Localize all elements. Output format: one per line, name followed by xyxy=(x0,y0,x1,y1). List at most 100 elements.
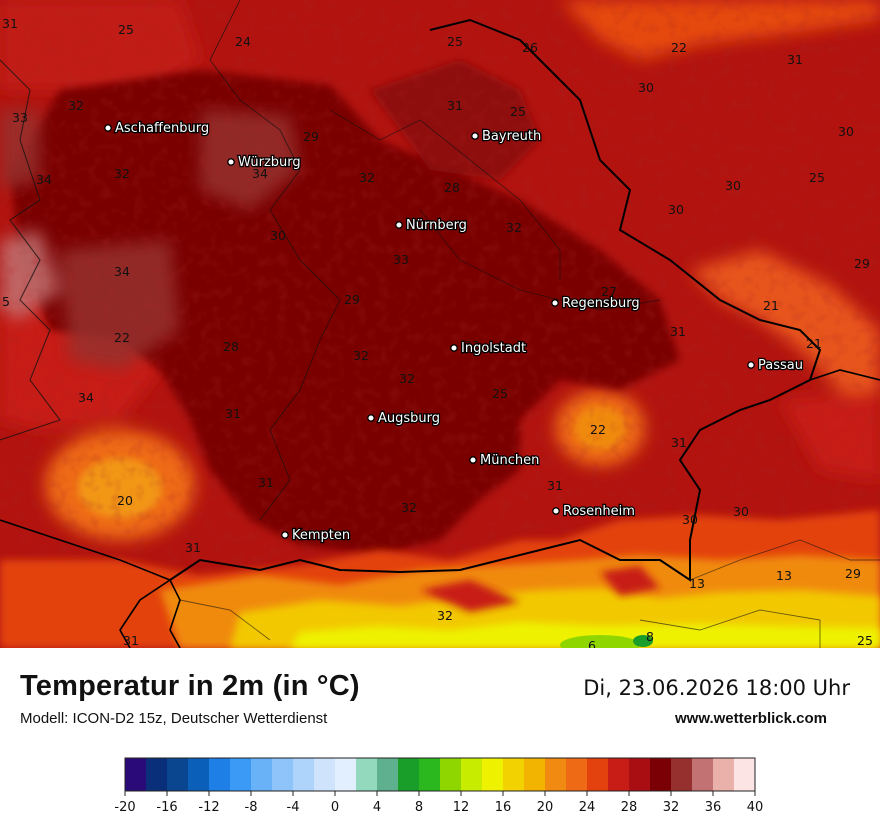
legend-color-cell xyxy=(398,758,420,791)
legend-tick-label: -12 xyxy=(198,800,219,815)
legend-tick-label: 16 xyxy=(495,800,512,815)
isoline-label: 13 xyxy=(776,568,792,583)
isoline-label: 25 xyxy=(118,22,134,37)
isoline-label: 31 xyxy=(225,406,241,421)
city-label: Augsburg xyxy=(378,411,440,426)
isoline-label: 32 xyxy=(437,608,453,623)
legend-color-cell xyxy=(209,758,231,791)
isoline-label: 32 xyxy=(114,166,130,181)
isoline-label: 33 xyxy=(12,110,28,125)
city-label: München xyxy=(480,453,539,468)
isoline-label: 32 xyxy=(353,348,369,363)
city-dot xyxy=(552,507,560,515)
legend-color-cell xyxy=(272,758,294,791)
legend-color-cell xyxy=(587,758,609,791)
legend-color-cell xyxy=(566,758,588,791)
city-label: Kempten xyxy=(292,528,350,543)
isoline-label: 28 xyxy=(223,339,239,354)
alpine-region xyxy=(0,510,880,648)
city-label: Passau xyxy=(758,358,803,373)
city-dot xyxy=(227,158,235,166)
isoline-label: 22 xyxy=(114,330,130,345)
isoline-label: 32 xyxy=(506,220,522,235)
isoline-label: 13 xyxy=(689,576,705,591)
legend-color-cell xyxy=(440,758,462,791)
legend-color-cell xyxy=(335,758,357,791)
legend-tick-label: -4 xyxy=(287,800,300,815)
city-dot xyxy=(450,344,458,352)
isoline-label: 27 xyxy=(601,284,617,299)
city-markers: Aschaffenburg Würzburg Bayreuth Nürnberg Reg… xyxy=(104,120,804,544)
legend-color-cell xyxy=(545,758,567,791)
legend-color-cell xyxy=(356,758,378,791)
temperature-map-svg: 31 25 24 25 26 22 31 32 33 31 25 30 30 29 34 32 28 30 30 25… xyxy=(0,0,880,648)
map-title: Temperatur in 2m (in °C) xyxy=(20,670,360,702)
legend-tick-label: -8 xyxy=(245,800,258,815)
city-marker: Regensburg xyxy=(551,295,641,312)
isoline-label: 31 xyxy=(547,478,563,493)
isoline-label: 30 xyxy=(838,124,854,139)
city-label: Würzburg xyxy=(238,155,301,170)
legend-tick-label: 4 xyxy=(373,800,381,815)
city-dot xyxy=(395,221,403,229)
isoline-label: 8 xyxy=(646,629,654,644)
legend-tick-label: 8 xyxy=(415,800,423,815)
borders xyxy=(0,0,880,648)
color-legend-svg: -20 -16 -12 -8 -4 0 4 8 12 16 20 24 28 32 36 40 xyxy=(114,757,763,815)
legend-color-cell xyxy=(503,758,525,791)
isoline-label: 32 xyxy=(68,98,84,113)
legend-tick-label: 32 xyxy=(663,800,680,815)
city-dot xyxy=(281,531,289,539)
legend-color-cell xyxy=(650,758,672,791)
isoline-label: 25 xyxy=(857,633,873,648)
legend-tick-label: -20 xyxy=(114,800,135,815)
isoline-label: 31 xyxy=(185,540,201,555)
isoline-label: 29 xyxy=(854,256,870,271)
isoline-label: 29 xyxy=(303,129,319,144)
website-link[interactable]: www.wetterblick.com xyxy=(675,710,827,727)
isoline-label: 25 xyxy=(492,386,508,401)
city-dot xyxy=(471,132,479,140)
city-marker: Würzburg xyxy=(227,154,302,171)
isoline-label: 31 xyxy=(2,16,18,31)
isoline-label: 30 xyxy=(638,80,654,95)
legend-color-cell xyxy=(230,758,252,791)
city-label: Regensburg xyxy=(562,296,640,311)
legend-tick-label: 28 xyxy=(621,800,638,815)
isoline-label: 30 xyxy=(733,504,749,519)
city-label: Ingolstadt xyxy=(461,341,526,356)
city-marker: Bayreuth xyxy=(471,128,543,145)
legend-frame xyxy=(124,757,756,792)
isoline-label: 34 xyxy=(78,390,94,405)
isoline-label: 24 xyxy=(235,34,251,49)
isoline-label: 26 xyxy=(522,40,538,55)
forecast-datetime: Di, 23.06.2026 18:00 Uhr xyxy=(583,676,850,700)
isoline-label: 22 xyxy=(671,40,687,55)
legend-color-cell xyxy=(293,758,315,791)
isoline-label: 20 xyxy=(117,493,133,508)
legend-color-cell xyxy=(608,758,630,791)
temperature-map: 31 25 24 25 26 22 31 32 33 31 25 30 30 29 34 32 28 30 30 25… xyxy=(0,0,880,648)
isoline-label: 21 xyxy=(806,336,822,351)
city-marker: Aschaffenburg xyxy=(104,120,210,137)
city-dot xyxy=(551,299,559,307)
city-marker: Ingolstadt xyxy=(450,340,527,357)
isoline-label: 30 xyxy=(270,228,286,243)
isoline-label: 32 xyxy=(399,371,415,386)
legend-color-cell xyxy=(419,758,441,791)
city-marker: Kempten xyxy=(281,527,351,544)
legend-tick-label: 0 xyxy=(331,800,339,815)
legend-color-cell xyxy=(377,758,399,791)
legend-tick-label: 24 xyxy=(579,800,596,815)
isoline-label: 34 xyxy=(252,166,268,181)
legend-color-cell xyxy=(251,758,273,791)
isoline-label: 29 xyxy=(344,292,360,307)
city-label: Aschaffenburg xyxy=(115,121,209,136)
isoline-label: 30 xyxy=(682,512,698,527)
isoline-label: 30 xyxy=(725,178,741,193)
isoline-label: 29 xyxy=(845,566,861,581)
isoline-labels: 31 25 24 25 26 22 31 32 33 31 25 30 30 29 34 32 28 30 30 25… xyxy=(2,16,873,648)
model-info: Modell: ICON-D2 15z, Deutscher Wetterdie… xyxy=(20,710,328,727)
isoline-label: 28 xyxy=(444,180,460,195)
legend-color-cell xyxy=(482,758,504,791)
